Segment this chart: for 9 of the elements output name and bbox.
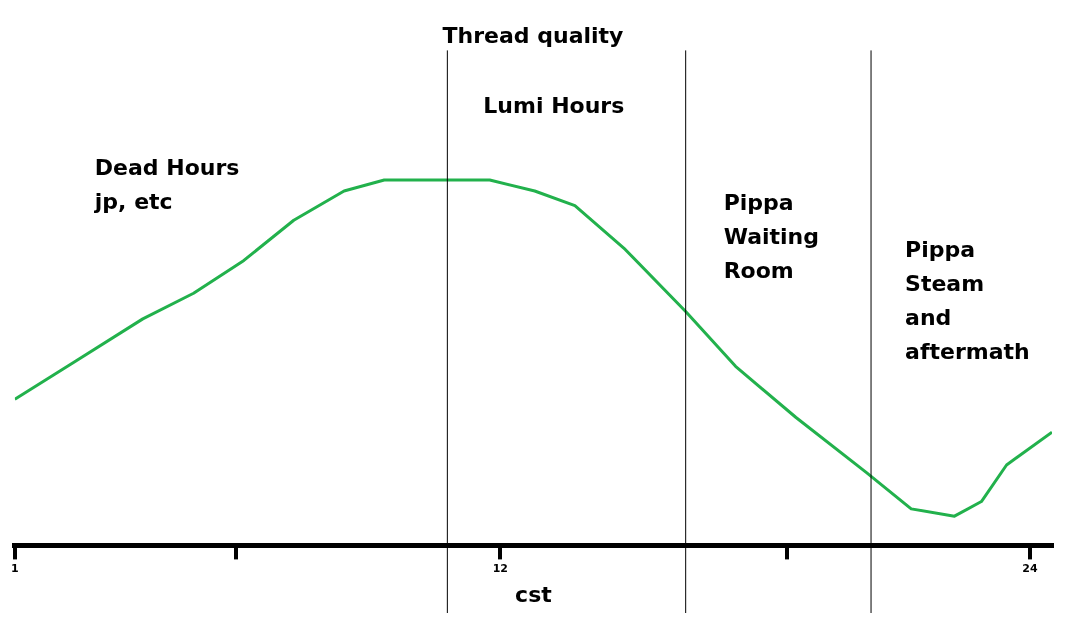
x-tick-label: 1 <box>11 561 19 575</box>
annotation: Pippa Waiting Room <box>723 189 820 283</box>
text: Lumi Hours <box>483 92 625 118</box>
annotation: Pippa Steam and aftermath <box>905 236 1030 364</box>
annotation: Dead Hours jp, etc <box>93 154 240 214</box>
x-tick-label: 12 <box>492 561 508 575</box>
x-tick-label: 24 <box>1022 561 1038 575</box>
x-axis-title: cst <box>515 581 553 607</box>
chart-title: Thread quality <box>442 22 624 48</box>
